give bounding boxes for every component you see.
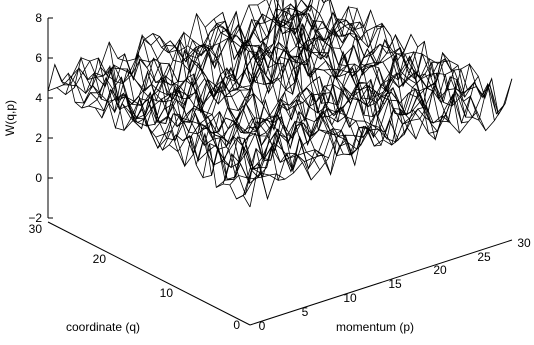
p-tick-label: 25 <box>477 250 491 264</box>
surface-line-p <box>135 33 338 176</box>
q-tick-label: 0 <box>233 318 240 332</box>
surface-line-p <box>91 57 294 174</box>
surface-line-p <box>73 56 277 184</box>
p-tick-label: 0 <box>259 319 266 333</box>
surface-line-p <box>187 0 391 142</box>
z-axis-label: W(q,p) <box>3 100 17 136</box>
surface-line-p <box>143 39 347 148</box>
surface-line-p <box>222 11 425 136</box>
p-tick-label: 15 <box>388 277 402 291</box>
surface-line-q <box>249 78 513 208</box>
z-tick-label: 8 <box>35 11 42 25</box>
p-tick-label: 10 <box>343 291 357 305</box>
p-tick-label: 30 <box>517 236 531 250</box>
surface-line-p <box>82 60 285 181</box>
surface-line-p <box>309 0 513 116</box>
surface-mesh <box>47 0 513 208</box>
surface-line-q <box>121 25 385 124</box>
surface-line-p <box>169 30 373 156</box>
p-tick-label: 5 <box>302 305 309 319</box>
surface-line-p <box>292 11 495 121</box>
surface-line-p <box>248 4 452 133</box>
surface-line-p <box>65 67 268 199</box>
p-axis-ticks: 0 5 10 15 20 25 30 <box>259 236 531 333</box>
q-axis-label: coordinate (q) <box>66 320 140 334</box>
z-tick-label: 0 <box>35 171 42 185</box>
p-tick-label: 20 <box>433 263 447 277</box>
q-axis-ticks: 0 10 20 30 <box>29 222 241 332</box>
surface-line-p <box>273 0 469 124</box>
z-tick-label: −2 <box>28 211 42 225</box>
p-axis-line <box>249 239 513 326</box>
q-tick-label: 10 <box>160 286 174 300</box>
q-tick-label: 20 <box>93 252 107 266</box>
z-tick-label: 2 <box>35 131 42 145</box>
surface-line-p <box>56 84 259 196</box>
surface-line-p <box>161 45 364 157</box>
surface-line-p <box>257 4 460 134</box>
z-tick-label: 6 <box>35 51 42 65</box>
surface-line-p <box>283 3 487 131</box>
z-tick-label: 4 <box>35 91 42 105</box>
surface-line-p <box>117 53 321 171</box>
surface-line-p <box>274 7 478 112</box>
z-axis-ticks: 8 6 4 2 0 −2 <box>28 11 53 225</box>
q-axis-line <box>47 221 251 326</box>
surface-line-p <box>47 63 251 208</box>
surface-line-p <box>152 33 356 166</box>
surface-line-p <box>126 57 329 170</box>
q-tick-label: 30 <box>29 222 43 236</box>
surface-line-q <box>236 83 499 200</box>
surface-line-p <box>100 64 303 163</box>
surface-line-p <box>108 42 312 181</box>
p-axis-label: momentum (p) <box>336 320 414 334</box>
surface-line-p <box>301 0 504 115</box>
surface-line-p <box>178 0 382 147</box>
surface-line-p <box>231 19 434 124</box>
